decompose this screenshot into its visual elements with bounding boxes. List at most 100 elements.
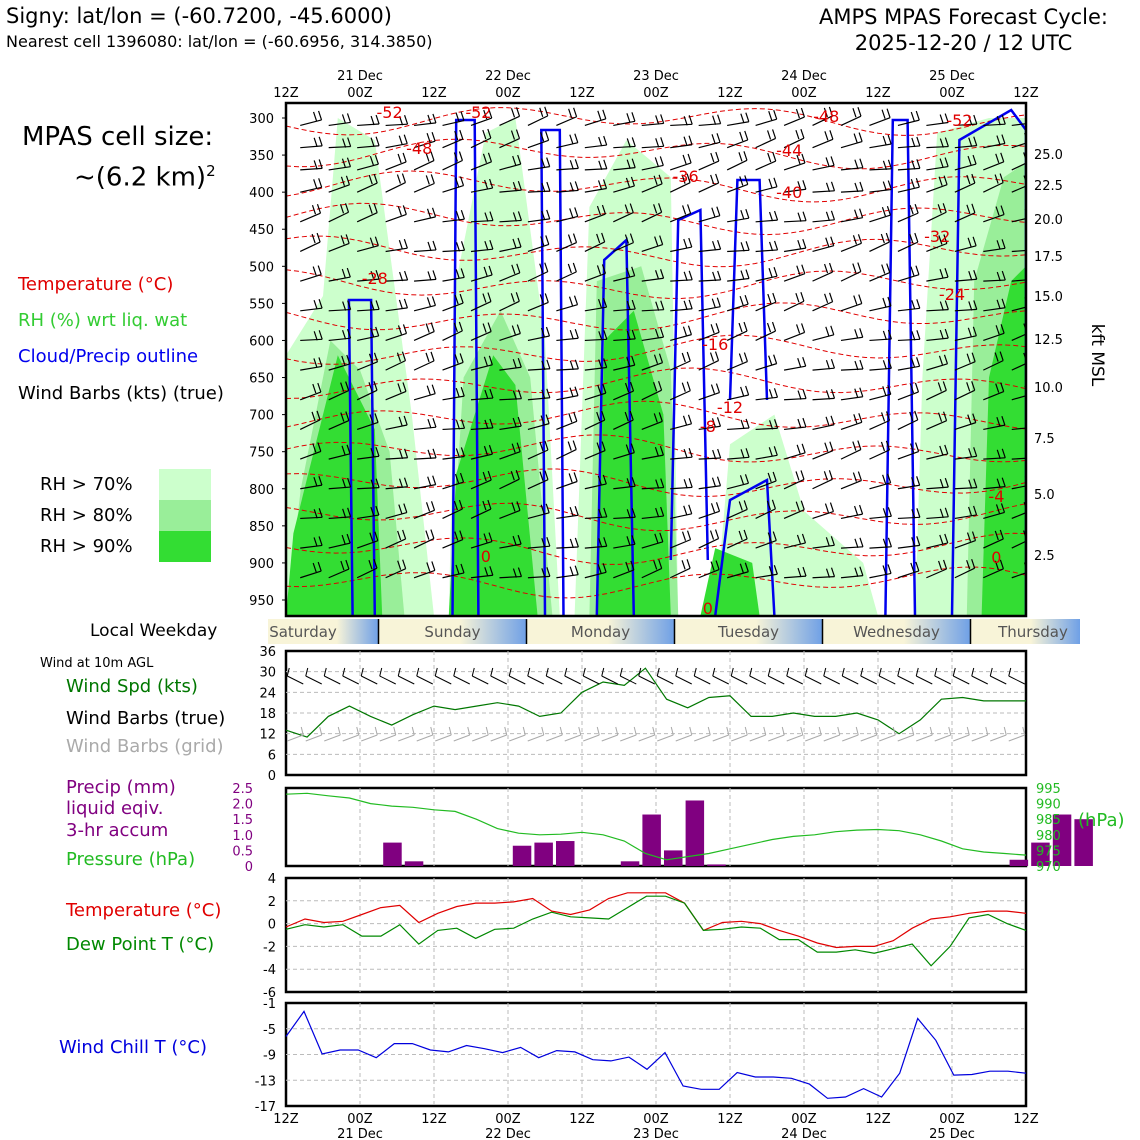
wind-barb-feather [859, 387, 864, 397]
wind-barb-feather [375, 300, 380, 310]
wind-barb-feather [597, 475, 602, 486]
wind-barb-feather [681, 382, 686, 392]
wind-barb-feather [517, 180, 522, 191]
wind-barb-feather [854, 505, 859, 516]
wind-barb [385, 538, 406, 549]
wind-barb-feather [996, 449, 1001, 459]
temperature-contour [286, 138, 1026, 170]
surface-barb-true [416, 675, 433, 685]
wind-barb-feather [1030, 208, 1033, 217]
wind-barb [670, 123, 693, 127]
wind-barb [527, 301, 549, 312]
wind-barb-feather [686, 351, 691, 362]
wind-barb-feather [1001, 114, 1006, 125]
wind-barb-feather [739, 563, 744, 573]
cloud-outline [347, 298, 377, 616]
top-time-label: 00Z [791, 86, 817, 101]
surface-barb-grid-feather [948, 726, 952, 736]
wind-barb [1011, 333, 1026, 342]
wind-barb-feather [971, 558, 976, 569]
wind-barb [812, 334, 834, 342]
wind-barb-feather [971, 531, 977, 541]
wind-barb [926, 363, 948, 371]
wind-barb-feather [573, 107, 578, 117]
wind-barb-feather [973, 505, 978, 516]
wind-barb-feather [426, 562, 431, 572]
wind-barb-feather [631, 158, 636, 168]
wind-barb-feather [830, 236, 835, 246]
wind-barb-feather [688, 478, 693, 488]
wind-barb [783, 137, 805, 149]
wind-barb-feather [313, 137, 318, 148]
wind-barb [470, 137, 492, 149]
wind-barb-feather [717, 114, 722, 124]
wind-barb-feather [887, 180, 892, 190]
wind-barb [926, 121, 949, 127]
wind-barb [983, 360, 1004, 371]
wind-barb-feather [655, 270, 660, 280]
wind-barb-feather [859, 328, 864, 338]
wind-barb [641, 277, 664, 282]
wind-barb-feather [631, 112, 636, 122]
wind-barb [869, 572, 892, 579]
wind-barb [869, 393, 891, 401]
wind-barb [300, 145, 323, 149]
wind-barb-feather [854, 159, 859, 169]
surface-barb-grid-feather [689, 726, 693, 736]
wind-barb-feather [939, 445, 944, 456]
wind-barb [983, 568, 1004, 579]
wind-barb-feather [510, 293, 515, 303]
wind-barb [470, 397, 493, 401]
wind-barb-feather [887, 473, 892, 483]
surface-barb-grid-feather [985, 726, 989, 736]
wind-barb-feather [796, 324, 801, 334]
wind-barb-feather [887, 359, 892, 369]
wind-barb [299, 419, 321, 430]
surface-barb-grid [342, 734, 359, 742]
wind-barb-feather [1029, 501, 1032, 510]
wind-barb-feather [943, 175, 948, 185]
wind-barb [584, 144, 607, 149]
surface-barb-true [749, 675, 766, 685]
wind-barb-feather [938, 235, 943, 245]
surface-barb-grid [694, 734, 711, 742]
wind-barb-feather [398, 416, 403, 427]
surface-barb-true [916, 675, 933, 685]
wind-barb [499, 509, 521, 519]
wind-barb-feather [346, 113, 352, 123]
wind-barb [726, 303, 749, 312]
wind-barb [556, 337, 579, 342]
wind-barb [328, 242, 350, 253]
wind-barb-feather [427, 241, 432, 252]
wind-barb [414, 457, 437, 460]
wind-barb [755, 118, 777, 126]
wind-barb [698, 331, 720, 342]
temp-ytick: -4 [263, 963, 276, 978]
wind-barb-feather [937, 560, 943, 571]
wind-barb-feather [401, 351, 407, 361]
surface-barb-true-feather [915, 667, 919, 677]
wind-barb [613, 516, 636, 520]
wind-barb-feather [515, 470, 520, 480]
wind-barb [499, 272, 521, 282]
wind-barb [584, 338, 607, 342]
wind-barb [726, 508, 748, 519]
surface-barb-grid [916, 734, 933, 742]
wind-barb-feather [744, 175, 749, 185]
wind-barb [470, 161, 492, 171]
wind-barb-feather [455, 211, 460, 221]
wind-barb-feather [398, 299, 403, 310]
wind-barb-feather [318, 536, 323, 546]
wind-barb-feather [825, 237, 830, 247]
wind-barb-feather [999, 559, 1004, 569]
wind-barb-feather [688, 299, 693, 309]
wind-barb [1011, 249, 1026, 253]
wind-barb-feather [398, 239, 403, 250]
wind-barb-feather [1030, 562, 1033, 571]
wind-barb-feather [603, 537, 608, 547]
wind-barb [442, 427, 465, 431]
temperature-label: -52 [377, 103, 403, 122]
wind-barb-feather [996, 478, 1001, 488]
wind-barb [328, 184, 350, 193]
